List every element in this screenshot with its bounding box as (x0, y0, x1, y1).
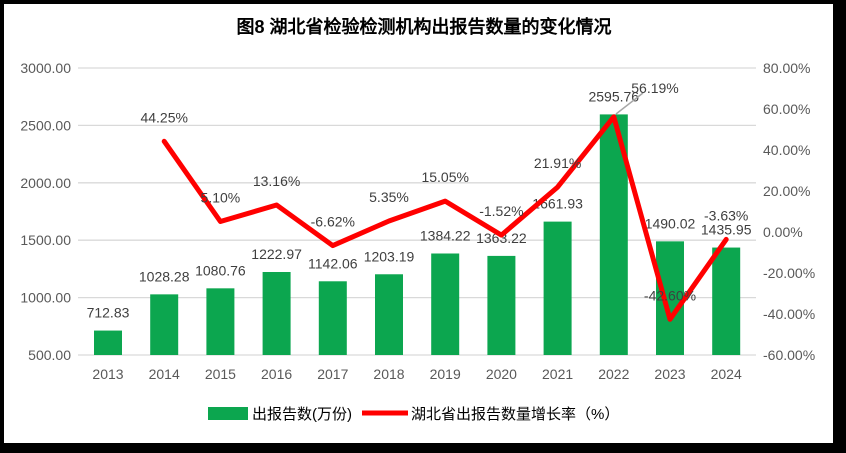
x-axis-label: 2017 (317, 366, 348, 382)
bar-2017 (318, 281, 347, 355)
line-value-label: 44.25% (140, 109, 187, 125)
bar-value-label: 1080.76 (195, 262, 246, 278)
right-axis-tick: 60.00% (763, 101, 810, 117)
bar-2024 (712, 247, 741, 355)
left-axis-tick: 500.00 (28, 347, 71, 363)
x-axis-label: 2022 (598, 366, 629, 382)
right-axis-tick: 20.00% (763, 183, 810, 199)
line-value-label: 5.35% (369, 189, 409, 205)
legend: 出报告数(万份) 湖北省出报告数量增长率（%） (208, 406, 619, 423)
left-axis-tick: 2500.00 (20, 117, 71, 133)
bar-value-label: 1203.19 (364, 248, 415, 264)
line-value-label: 5.10% (201, 190, 241, 206)
x-axis-label: 2013 (92, 366, 123, 382)
bar-value-label: 1435.95 (701, 222, 752, 238)
bar-value-label: 1363.22 (476, 230, 527, 246)
bar-value-label: 1490.02 (645, 215, 696, 231)
growth-rate-line (161, 114, 729, 322)
right-axis-tick: 0.00% (763, 224, 803, 240)
right-axis-tick: -60.00% (763, 347, 815, 363)
bar-value-label: 1222.97 (251, 246, 302, 262)
x-axis-label: 2021 (542, 366, 573, 382)
x-axis-label: 2014 (149, 366, 180, 382)
right-axis-tick: 40.00% (763, 142, 810, 158)
bar-2018 (375, 274, 403, 355)
line-value-label: -3.63% (704, 207, 748, 223)
legend-line-label: 湖北省出报告数量增长率（%） (411, 406, 619, 423)
legend-bar-swatch-icon (208, 407, 248, 420)
bar-2015 (206, 288, 235, 355)
left-axis-tick: 3000.00 (20, 60, 71, 76)
x-axis-label: 2023 (654, 366, 685, 382)
x-axis-label: 2024 (711, 366, 742, 382)
chart-canvas (4, 4, 833, 443)
line-value-label: 21.91% (534, 155, 581, 171)
bar-value-label: 1384.22 (420, 227, 471, 243)
right-axis-tick: -40.00% (763, 306, 815, 322)
x-axis-label: 2020 (486, 366, 517, 382)
bar-2013 (94, 330, 122, 355)
line-value-label: -1.52% (479, 203, 523, 219)
x-axis-label: 2016 (261, 366, 292, 382)
bar-2016 (262, 272, 291, 355)
left-axis-tick: 1500.00 (20, 232, 71, 248)
x-axis-label: 2019 (430, 366, 461, 382)
label-leader-line (615, 92, 644, 115)
bar-2014 (150, 294, 179, 355)
line-value-label: 15.05% (421, 169, 468, 185)
line-value-label: -6.62% (311, 214, 355, 230)
line-value-label: -42.60% (644, 287, 696, 303)
bar-2021 (543, 221, 572, 355)
bar-value-label: 1028.28 (139, 268, 190, 284)
left-axis-tick: 1000.00 (20, 290, 71, 306)
bar-value-label: 712.83 (87, 305, 130, 321)
bar-2020 (487, 255, 516, 355)
bar-value-label: 1142.06 (308, 255, 358, 271)
bar-2019 (431, 253, 460, 355)
right-axis-tick: -20.00% (763, 265, 815, 281)
x-axis-label: 2015 (205, 366, 236, 382)
line-value-label: 13.16% (253, 173, 300, 189)
plot-area: 500.00 1000.00 1500.00 2000.00 2500.00 3000.0… (20, 60, 815, 382)
x-axis-label: 2018 (373, 366, 404, 382)
line-value-label: 56.19% (631, 80, 678, 96)
bar-2023 (656, 241, 684, 355)
chart-title: 图8 湖北省检验检测机构出报告数量的变化情况 (236, 16, 611, 37)
left-axis-tick: 2000.00 (20, 175, 71, 191)
right-axis-tick: 80.00% (763, 60, 810, 76)
bar-value-label: 2595.76 (588, 88, 639, 104)
legend-bar-label: 出报告数(万份) (252, 406, 352, 423)
